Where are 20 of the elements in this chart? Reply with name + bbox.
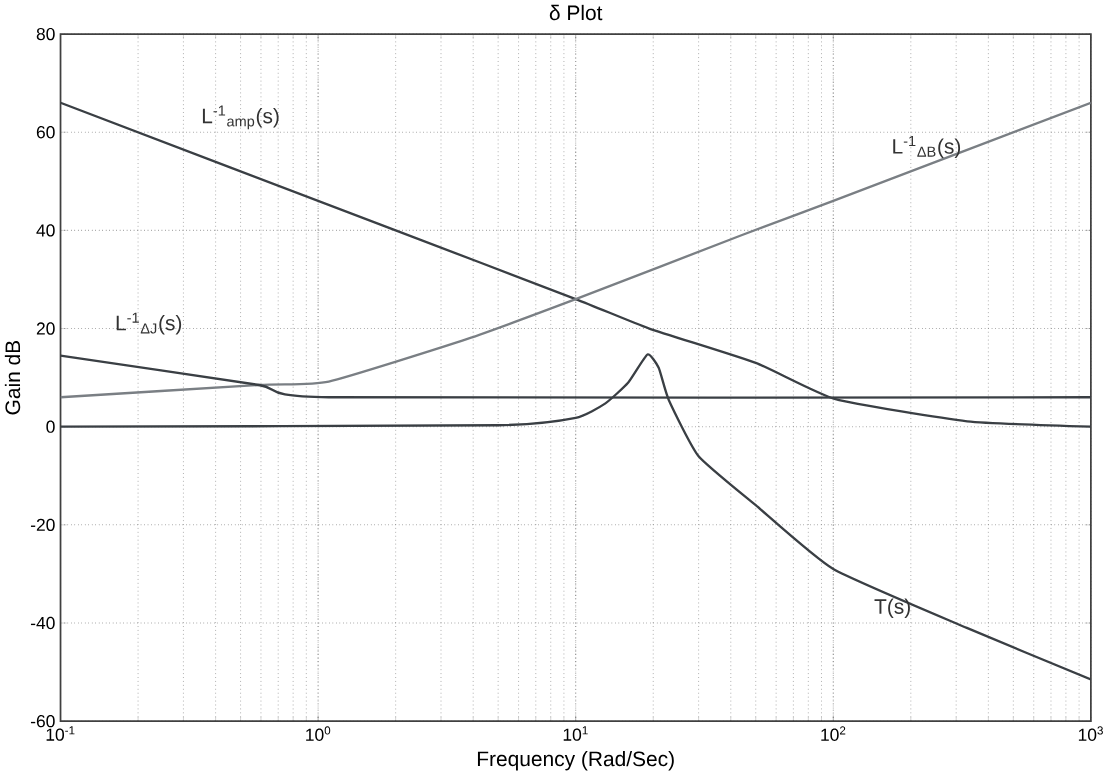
chart-title: δ Plot [549, 4, 603, 21]
y-tick-label: -20 [30, 518, 55, 531]
series-label: L$^{-1}$$_{ΔJ}$(s) [116, 312, 182, 335]
x-tick-label: 10$^{2}$ [821, 726, 846, 741]
series-label: L$^{-1}$$_{amp}$(s) [202, 105, 279, 130]
x-axis-title: Frequency (Rad/Sec) [477, 750, 674, 771]
series-label: T(s) [874, 598, 910, 618]
y-tick-label: 60 [36, 125, 55, 139]
y-axis-title: Gain dB [4, 340, 21, 415]
y-tick-label: 40 [36, 224, 55, 237]
y-tick-label: 80 [36, 27, 55, 41]
x-tick-label: 10$^{3}$ [1078, 726, 1103, 741]
series-label: L$^{-1}$$_{ΔB}$(s) [893, 135, 961, 158]
x-tick-label: 10$^{-1}$ [46, 726, 75, 741]
y-tick-label: 0 [46, 420, 55, 433]
y-tick-label: -60 [30, 714, 55, 728]
x-tick-label: 10$^{1}$ [563, 726, 588, 741]
x-tick-label: 10$^{0}$ [306, 726, 331, 741]
y-tick-label: -40 [30, 616, 55, 630]
y-tick-label: 20 [36, 322, 55, 335]
